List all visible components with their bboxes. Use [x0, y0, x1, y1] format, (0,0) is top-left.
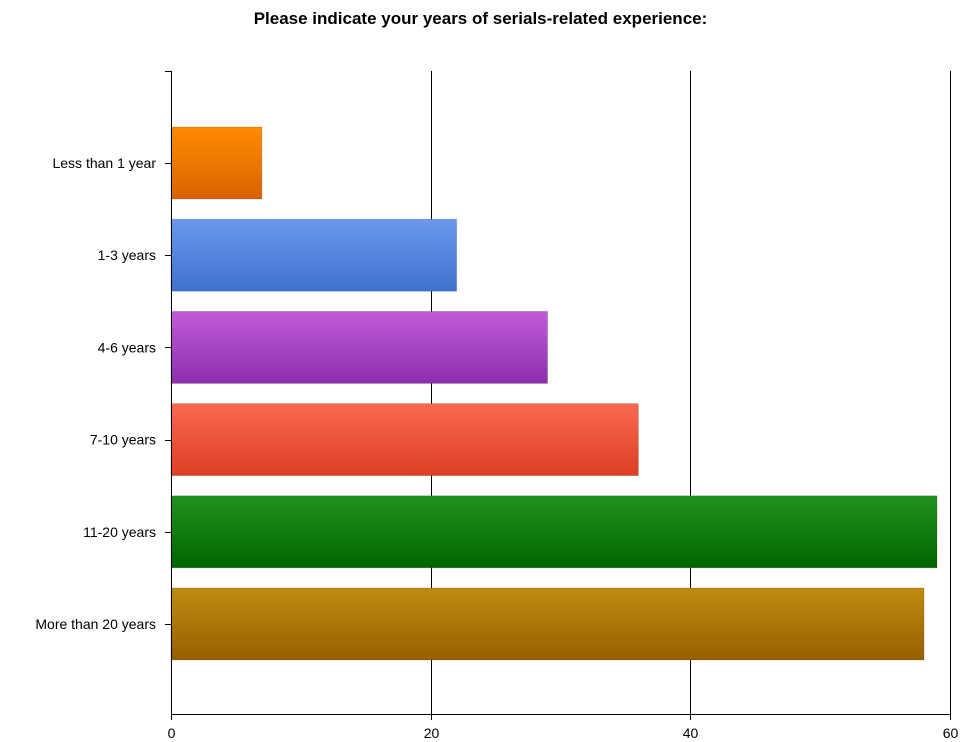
y-tick-label: 11-20 years: [83, 524, 156, 540]
y-tick-label: More than 20 years: [35, 616, 156, 632]
x-tick-label: 60: [943, 725, 959, 741]
x-tick-label: 0: [168, 725, 176, 741]
y-tick-label: 1-3 years: [98, 247, 156, 263]
bar[interactable]: [170, 495, 938, 569]
y-tick-label: 7-10 years: [90, 432, 156, 448]
bar[interactable]: [170, 403, 639, 477]
bar[interactable]: [170, 310, 549, 384]
bar[interactable]: [170, 126, 263, 200]
chart-title: Please indicate your years of serials-re…: [253, 9, 708, 28]
y-tick-label: Less than 1 year: [52, 155, 156, 171]
x-tick-label: 40: [683, 725, 699, 741]
bar[interactable]: [170, 218, 458, 292]
x-tick-label: 20: [424, 725, 440, 741]
bar[interactable]: [170, 587, 925, 661]
y-tick-label: 4-6 years: [98, 339, 156, 355]
